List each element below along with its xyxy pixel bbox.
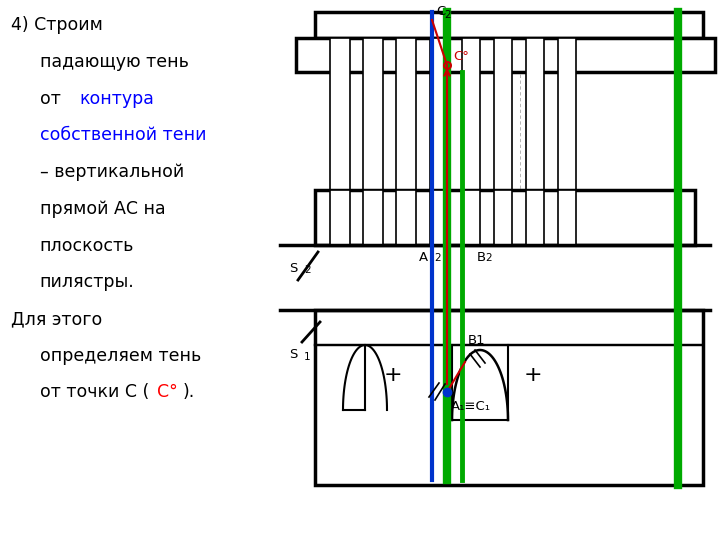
Text: 1: 1 — [304, 352, 310, 362]
Bar — [462, 38, 480, 190]
Text: B: B — [477, 251, 486, 264]
Text: – вертикальной: – вертикальной — [40, 163, 184, 181]
Bar — [330, 38, 350, 190]
Bar — [430, 190, 448, 245]
Text: S: S — [289, 348, 298, 361]
Bar — [494, 190, 512, 245]
Text: +: + — [523, 365, 542, 385]
Bar — [526, 190, 544, 245]
Bar — [315, 310, 703, 485]
Text: ).: ). — [182, 383, 194, 401]
Text: собственной тени: собственной тени — [40, 126, 206, 144]
Bar — [330, 190, 350, 245]
Bar — [296, 38, 715, 72]
Text: падающую тень: падающую тень — [40, 53, 189, 71]
Text: контура: контура — [79, 90, 154, 107]
Bar — [396, 38, 416, 190]
Text: пилястры.: пилястры. — [40, 273, 135, 291]
Bar — [494, 38, 512, 190]
Text: B1: B1 — [468, 334, 485, 347]
Bar — [462, 190, 480, 245]
Text: плоскость: плоскость — [40, 237, 134, 254]
Bar — [396, 190, 416, 245]
Text: C: C — [436, 5, 445, 18]
Bar — [315, 190, 695, 245]
Bar — [315, 12, 703, 38]
Text: 2: 2 — [304, 265, 310, 275]
Text: С°: С° — [157, 383, 178, 401]
Text: от: от — [40, 90, 66, 107]
Text: A: A — [419, 251, 428, 264]
Text: +: + — [384, 365, 402, 385]
Text: от точки С (: от точки С ( — [40, 383, 149, 401]
Bar — [558, 38, 576, 190]
Bar — [363, 190, 383, 245]
Bar — [558, 190, 576, 245]
Bar — [430, 38, 448, 190]
Text: A₁≡C₁: A₁≡C₁ — [451, 400, 491, 413]
Bar — [363, 38, 383, 190]
Text: 4) Строим: 4) Строим — [11, 16, 103, 34]
Text: Для этого: Для этого — [11, 310, 102, 328]
Bar — [526, 38, 544, 190]
Text: 2: 2 — [485, 253, 492, 263]
Text: S: S — [289, 261, 298, 274]
Text: 2: 2 — [434, 253, 441, 263]
Text: C°: C° — [453, 50, 469, 63]
Text: определяем тень: определяем тень — [40, 347, 201, 364]
Text: 2: 2 — [444, 10, 451, 20]
Text: прямой АС на: прямой АС на — [40, 200, 165, 218]
